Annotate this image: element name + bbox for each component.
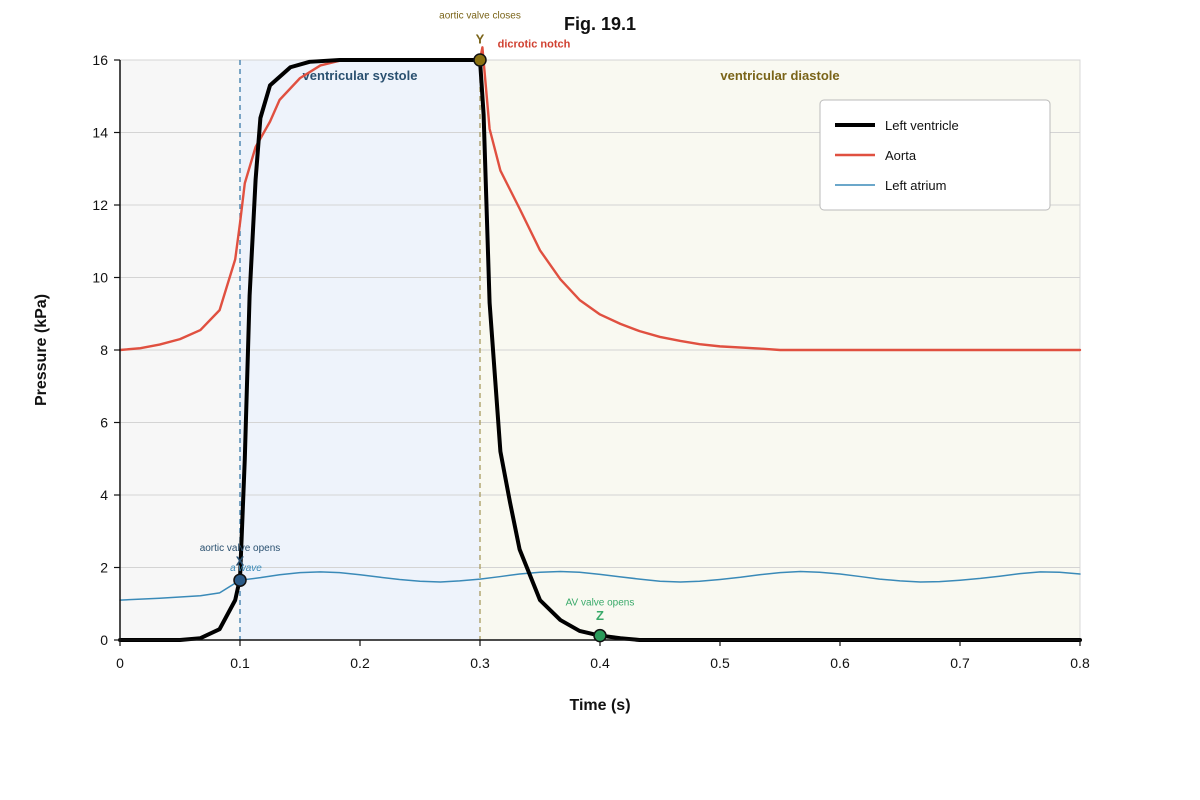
- ticks-layer: 0 0.1 0.2 0.3 0.4 0.5 0.6 0.7 0.8 0 2 4 6 8 10 12 14 16: [92, 52, 1090, 671]
- y-tick-label-7: 14: [92, 125, 108, 141]
- x-tick-label-7: 0.7: [950, 655, 970, 671]
- y-tick-label-1: 2: [100, 560, 108, 576]
- annotation-av-valve-opens: AV valve opens: [566, 598, 635, 609]
- series-line-left-atrium: [119, 570, 1081, 601]
- annotation-y: Y: [476, 32, 485, 47]
- annotation-aortic-valve-closes: aortic valve closes: [439, 10, 521, 21]
- annotation-dicrotic-notch: dicrotic notch: [498, 38, 571, 50]
- x-tick-label-1: 0.1: [230, 655, 250, 671]
- x-tick-label-5: 0.5: [710, 655, 730, 671]
- y-tick-label-2: 4: [100, 487, 108, 503]
- markers-layer: [233, 53, 607, 643]
- y-axis-title: Pressure (kPa): [33, 294, 50, 406]
- y-tick-label-4: 8: [100, 342, 108, 358]
- y-tick-label-5: 10: [92, 270, 108, 286]
- y-tick-label-0: 0: [100, 632, 108, 648]
- point-marker-1: [473, 53, 487, 67]
- region-label-ventricular-systole: ventricular systole: [303, 68, 418, 83]
- series-line-left-ventricle: [118, 58, 1082, 642]
- region-label-ventricular-diastole: ventricular diastole: [720, 68, 839, 83]
- annotation-a-wave: a wave: [230, 563, 262, 574]
- annotation-z: Z: [596, 608, 604, 623]
- annotation-aortic-valve-opens: aortic valve opens: [200, 543, 281, 554]
- legend-label-aorta: Aorta: [885, 148, 917, 163]
- chart-title: Fig. 19.1: [564, 14, 636, 34]
- x-tick-label-3: 0.3: [470, 655, 490, 671]
- x-axis-title: Time (s): [569, 697, 630, 714]
- legend-label-left-ventricle: Left ventricle: [885, 118, 959, 133]
- point-marker-2: [593, 628, 607, 643]
- x-tick-label-2: 0.2: [350, 655, 370, 671]
- event-lines-layer: [239, 60, 481, 640]
- y-tick-label-3: 6: [100, 415, 108, 431]
- x-tick-label-4: 0.4: [590, 655, 610, 671]
- y-tick-label-6: 12: [92, 197, 108, 213]
- x-tick-label-6: 0.6: [830, 655, 850, 671]
- point-marker-0: [233, 573, 247, 587]
- y-tick-label-8: 16: [92, 52, 108, 68]
- x-tick-label-8: 0.8: [1070, 655, 1090, 671]
- annotation-x: X: [236, 554, 245, 569]
- legend: Left ventricle Aorta Left atrium: [819, 99, 1051, 211]
- x-tick-label-0: 0: [116, 655, 124, 671]
- legend-label-left-atrium: Left atrium: [885, 178, 946, 193]
- legend-box: [819, 99, 1051, 211]
